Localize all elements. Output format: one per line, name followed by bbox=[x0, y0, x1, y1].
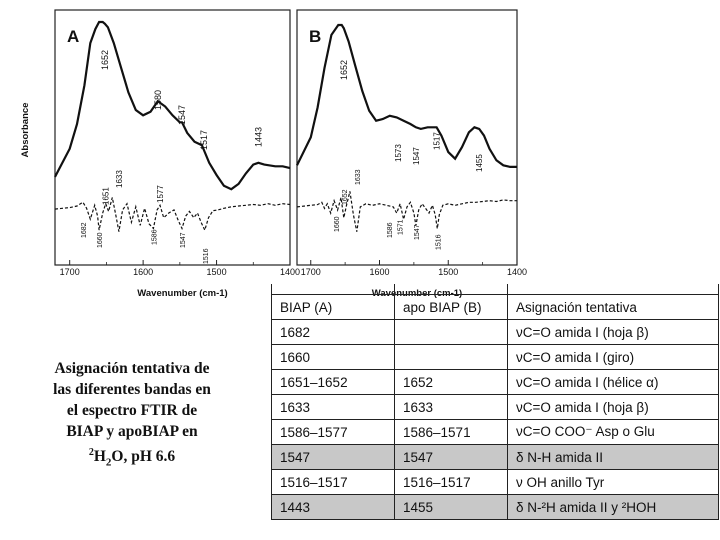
difference-dashed-line bbox=[54, 197, 291, 232]
peak-label: 1516 bbox=[435, 234, 442, 250]
x-tick-label: 1700 bbox=[301, 267, 321, 277]
caption-line: BIAP y apoBIAP en bbox=[66, 423, 198, 440]
peak-label: 1573 bbox=[394, 144, 403, 162]
cell-assignment: ν OH anillo Tyr bbox=[507, 469, 719, 495]
caption-text: H bbox=[93, 448, 106, 466]
cell-apobiap: 1547 bbox=[394, 444, 508, 470]
cell-apobiap: 1516–1517 bbox=[394, 469, 508, 495]
cell-biap: 1651–1652 bbox=[271, 369, 395, 395]
panel-label: B bbox=[309, 27, 321, 46]
table-row: 1633 1633 νC=O amida I (hoja β) bbox=[271, 394, 719, 420]
cell-apobiap: 1633 bbox=[394, 394, 508, 420]
cell-biap: 1633 bbox=[271, 394, 395, 420]
cell-assignment: δ N-H amida II bbox=[507, 444, 719, 470]
panel-label: A bbox=[67, 27, 79, 46]
peak-label: 1651 bbox=[102, 187, 111, 205]
plot-frame bbox=[54, 9, 291, 266]
cell-assignment: νC=O amida I (hoja β) bbox=[507, 394, 719, 420]
cell-apobiap bbox=[394, 319, 508, 345]
peak-label: 1652 bbox=[339, 60, 349, 80]
table-body: BIAP (A) apo BIAP (B) Asignación tentati… bbox=[271, 284, 719, 520]
table-row: 1547 1547 δ N-H amida II bbox=[271, 444, 719, 470]
peak-label: 1652 bbox=[342, 189, 349, 205]
cell-assignment: νC=O COO⁻ Asp o Glu bbox=[507, 419, 719, 445]
x-axis-label: Wavenumber (cm-1) bbox=[137, 288, 227, 299]
cell-biap: 1660 bbox=[271, 344, 395, 370]
caption-line: 2H2O, pH 6.6 bbox=[32, 442, 232, 473]
x-tick-label: 1400 bbox=[507, 267, 527, 277]
peak-label: 1580 bbox=[153, 90, 163, 110]
peak-label: 1517 bbox=[199, 130, 209, 150]
peak-label: 1633 bbox=[115, 170, 124, 188]
cell-assignment: νC=O amida I (giro) bbox=[507, 344, 719, 370]
caption-sub: 2 bbox=[105, 456, 112, 469]
peak-label: 1547 bbox=[177, 105, 187, 125]
peak-label: 1660 bbox=[97, 232, 104, 248]
caption-line: el espectro FTIR de bbox=[66, 402, 198, 419]
peak-label: 1443 bbox=[253, 127, 263, 147]
peak-label: 1455 bbox=[475, 154, 484, 172]
table-header-row: BIAP (A) apo BIAP (B) Asignación tentati… bbox=[271, 294, 719, 320]
ftir-spectra-figure: A 1700 1600 1500 1400 Wavenumber (cm-1) Absorb… bbox=[20, 9, 527, 299]
caption-sup: 2 bbox=[88, 447, 94, 458]
plot-frame bbox=[296, 9, 518, 266]
cell-apobiap: 1586–1571 bbox=[394, 419, 508, 445]
peak-label: 1547 bbox=[414, 224, 421, 240]
x-tick-label: 1600 bbox=[369, 267, 389, 277]
table-spacer-row bbox=[271, 284, 719, 295]
x-tick-label: 1700 bbox=[60, 267, 80, 277]
peak-label: 1682 bbox=[81, 222, 88, 238]
y-axis-label: Absorbance bbox=[20, 103, 31, 158]
cell-biap: 1443 bbox=[271, 494, 395, 520]
header-assignment: Asignación tentativa bbox=[507, 294, 719, 320]
cell-biap: 1547 bbox=[271, 444, 395, 470]
peak-label: 1660 bbox=[334, 216, 341, 232]
peak-label: 1571 bbox=[397, 219, 404, 235]
table-row: 1660 νC=O amida I (giro) bbox=[271, 344, 719, 370]
cell-biap: 1682 bbox=[271, 319, 395, 345]
cell-biap: 1586–1577 bbox=[271, 419, 395, 445]
cell-apobiap: 1652 bbox=[394, 369, 508, 395]
x-tick-label: 1400 bbox=[280, 267, 300, 277]
band-assignment-table: BIAP (A) apo BIAP (B) Asignación tentati… bbox=[271, 284, 719, 520]
table-row: 1682 νC=O amida I (hoja β) bbox=[271, 319, 719, 345]
peak-label: 1516 bbox=[203, 248, 210, 264]
spectrum-solid-line bbox=[54, 20, 291, 191]
cell-apobiap: 1455 bbox=[394, 494, 508, 520]
cell-biap: 1516–1517 bbox=[271, 469, 395, 495]
peak-label: 1577 bbox=[156, 185, 165, 203]
peak-label: 1517 bbox=[433, 132, 442, 150]
cell-assignment: νC=O amida I (hoja β) bbox=[507, 319, 719, 345]
peak-label: 1652 bbox=[100, 50, 110, 70]
x-tick-label: 1500 bbox=[438, 267, 458, 277]
table-row: 1443 1455 δ N-²H amida II y ²HOH bbox=[271, 494, 719, 520]
difference-dashed-line bbox=[296, 191, 517, 232]
x-tick-label: 1600 bbox=[133, 267, 153, 277]
table-row: 1516–1517 1516–1517 ν OH anillo Tyr bbox=[271, 469, 719, 495]
peak-label: 1633 bbox=[355, 169, 362, 185]
peak-label: 1547 bbox=[412, 147, 421, 165]
cell-assignment: δ N-²H amida II y ²HOH bbox=[507, 494, 719, 520]
spectrum-solid-line bbox=[296, 23, 517, 168]
peak-label: 1547 bbox=[180, 232, 187, 248]
figure-caption: Asignación tentativa de las diferentes b… bbox=[32, 358, 232, 473]
caption-text: O, pH 6.6 bbox=[111, 448, 176, 466]
caption-line: las diferentes bandas en bbox=[53, 381, 211, 398]
cell-apobiap bbox=[394, 344, 508, 370]
table-row: 1586–1577 1586–1571 νC=O COO⁻ Asp o Glu bbox=[271, 419, 719, 445]
x-tick-label: 1500 bbox=[207, 267, 227, 277]
table-row: 1651–1652 1652 νC=O amida I (hélice α) bbox=[271, 369, 719, 395]
header-apobiap: apo BIAP (B) bbox=[394, 294, 508, 320]
cell-assignment: νC=O amida I (hélice α) bbox=[507, 369, 719, 395]
peak-label: 1586 bbox=[387, 222, 394, 238]
panel-a-chart: A 1700 1600 1500 1400 Wavenumber (cm-1) Absorb… bbox=[20, 9, 300, 299]
caption-line: Asignación tentativa de bbox=[54, 360, 210, 377]
header-biap: BIAP (A) bbox=[271, 294, 395, 320]
peak-label: 1586 bbox=[151, 229, 158, 245]
